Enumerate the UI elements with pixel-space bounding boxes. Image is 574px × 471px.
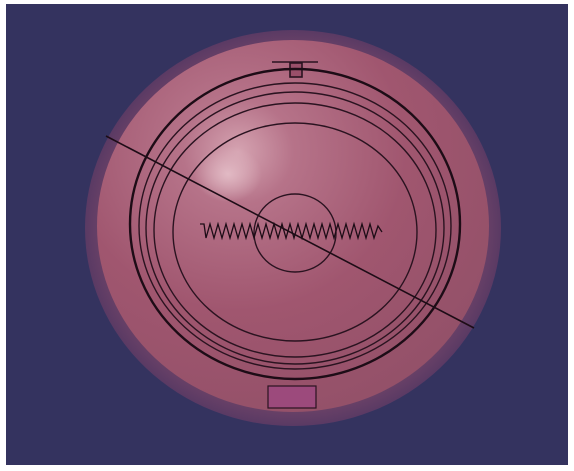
diagonal-axis-line — [105, 135, 475, 329]
specular-highlight — [194, 146, 262, 202]
bottom-tab — [267, 385, 317, 409]
3d-viewport[interactable] — [6, 4, 568, 465]
outer-rim — [128, 67, 462, 381]
outer-shell — [97, 40, 489, 412]
coil-spring — [200, 221, 383, 241]
concentric-rings — [138, 82, 452, 370]
model-render — [6, 4, 568, 465]
